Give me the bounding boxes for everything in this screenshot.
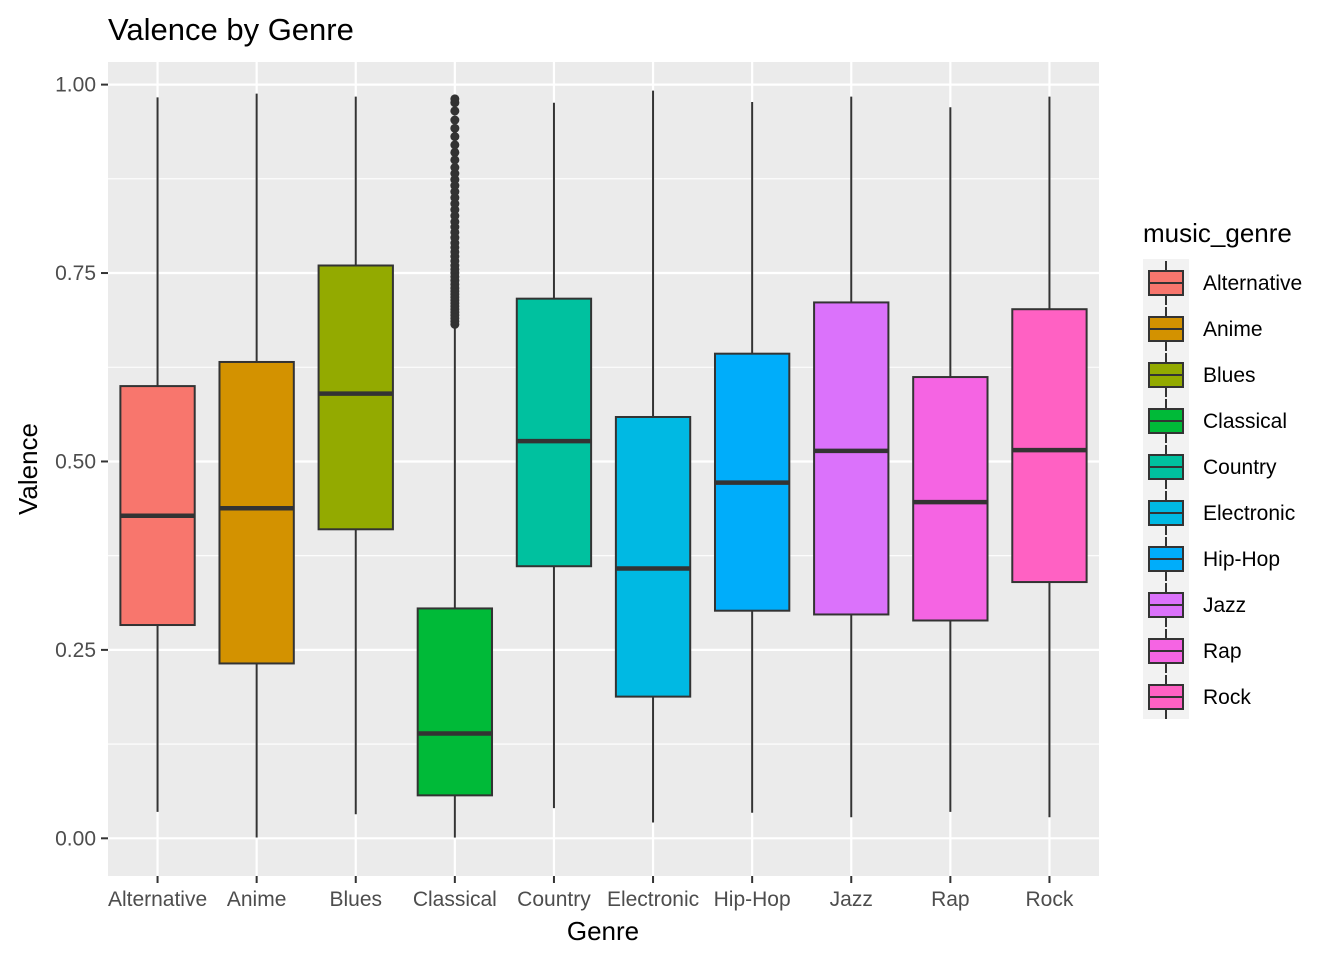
legend-label: Electronic — [1203, 502, 1295, 525]
box-jazz — [813, 96, 890, 818]
y-tick-label: 0.00 — [55, 827, 96, 850]
legend-label: Rock — [1203, 686, 1251, 709]
legend-label: Blues — [1203, 364, 1256, 387]
y-tick-label: 0.75 — [55, 262, 96, 285]
box-body — [813, 301, 890, 616]
x-tick-label: Alternative — [108, 888, 207, 911]
y-axis-title: Valence — [13, 423, 43, 515]
x-tick-label: Anime — [227, 888, 287, 911]
y-axis: 0.00 0.25 0.50 0.75 1.00 — [55, 74, 108, 850]
legend-label: Jazz — [1203, 594, 1246, 617]
y-tick-label: 0.50 — [55, 450, 96, 473]
legend: music_genre Alternative Anime Blues Classic… — [1143, 218, 1302, 719]
box-body — [317, 264, 394, 531]
x-tick-label: Jazz — [830, 888, 873, 911]
box-rock — [1011, 96, 1088, 818]
x-tick-label: Hip-Hop — [714, 888, 791, 911]
x-axis: Alternative Anime Blues Classical Country Ele… — [108, 876, 1074, 911]
x-tick-label: Electronic — [607, 888, 699, 911]
box-body — [119, 385, 196, 627]
legend-title: music_genre — [1143, 218, 1292, 248]
box-blues — [317, 96, 394, 815]
boxes — [119, 90, 1088, 838]
outlier-point — [450, 140, 460, 150]
outlier-point — [450, 94, 460, 104]
legend-label: Classical — [1203, 410, 1287, 433]
box-country — [515, 102, 593, 809]
x-tick-label: Rap — [931, 888, 970, 911]
chart-title: Valence by Genre — [108, 12, 354, 47]
legend-label: Country — [1203, 456, 1277, 479]
x-tick-label: Country — [517, 888, 591, 911]
legend-label: Hip-Hop — [1203, 548, 1280, 571]
box-body — [515, 297, 593, 568]
legend-label: Anime — [1203, 318, 1263, 341]
box-rap — [912, 107, 989, 812]
legend-label: Alternative — [1203, 272, 1302, 295]
box-body — [218, 360, 295, 665]
outlier-point — [450, 106, 460, 116]
box-body — [416, 607, 494, 797]
outlier-point — [450, 115, 460, 125]
box-body — [1011, 308, 1088, 584]
outlier-point — [450, 147, 460, 157]
box-electronic — [614, 90, 692, 823]
outlier-point — [450, 132, 460, 142]
x-tick-label: Rock — [1026, 888, 1074, 911]
x-tick-label: Classical — [413, 888, 497, 911]
outlier-point — [450, 155, 460, 165]
box-alternative — [119, 97, 196, 812]
y-tick-label: 0.25 — [55, 639, 96, 662]
box-body — [614, 415, 692, 698]
box-hip-hop — [713, 101, 791, 813]
box-classical — [416, 94, 494, 838]
outlier-point — [450, 123, 460, 133]
legend-label: Rap — [1203, 640, 1242, 663]
outlier-point — [450, 163, 460, 173]
box-anime — [218, 93, 295, 838]
x-axis-title: Genre — [567, 916, 639, 946]
x-tick-label: Blues — [329, 888, 382, 911]
y-tick-label: 1.00 — [55, 74, 96, 97]
box-body — [912, 376, 989, 622]
